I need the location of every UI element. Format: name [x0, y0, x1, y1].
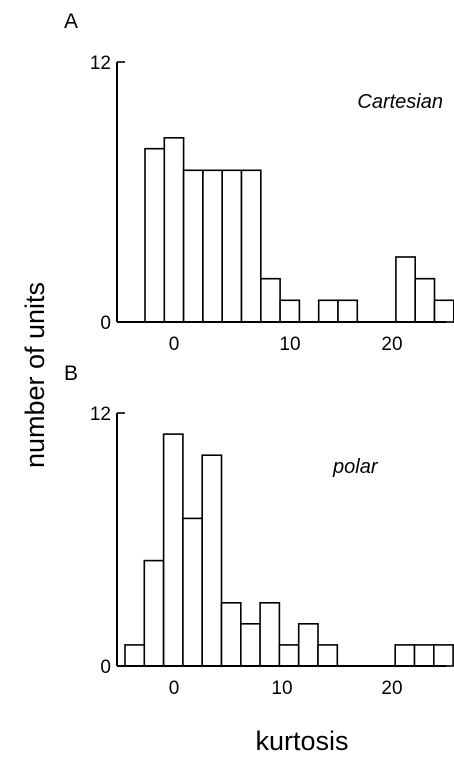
panel-a-tick-labels: 0 12 0 10 20 — [90, 53, 403, 355]
panel-a-letter: A — [64, 10, 78, 33]
bar — [259, 277, 281, 323]
bar — [202, 169, 223, 323]
bar — [221, 169, 243, 323]
panel-b-annotation: polar — [332, 456, 379, 478]
bar — [337, 299, 359, 323]
y-tick-label: 0 — [100, 313, 111, 334]
x-axis-title: kurtosis — [255, 726, 348, 756]
bar — [182, 517, 203, 667]
bar — [278, 644, 300, 667]
bar — [414, 277, 436, 323]
x-tick-label: 0 — [169, 334, 180, 355]
bar — [240, 622, 261, 667]
bar — [432, 644, 454, 667]
bar — [144, 147, 166, 323]
x-tick-label: 10 — [271, 678, 292, 699]
bar — [317, 644, 339, 667]
y-axis-title: number of units — [20, 282, 50, 468]
panel-b-letter: B — [64, 362, 78, 385]
panel-b-axes — [116, 412, 446, 667]
x-tick-label: 0 — [169, 678, 180, 699]
panel-a: A Cartesian 0 12 0 10 20 — [64, 10, 454, 355]
panel-b-bars — [124, 433, 454, 667]
y-tick-label: 0 — [100, 657, 111, 678]
x-tick-label: 20 — [381, 678, 402, 699]
x-tick-label: 20 — [381, 334, 402, 355]
panel-a-bars — [144, 137, 454, 323]
bar — [240, 169, 262, 323]
bar — [259, 601, 281, 667]
bar — [317, 299, 339, 323]
bar — [433, 299, 454, 323]
bar — [201, 454, 223, 667]
bar — [395, 256, 416, 323]
bar — [163, 137, 185, 323]
bar — [279, 299, 301, 323]
panel-b-tick-labels: 0 12 0 10 20 — [90, 404, 403, 699]
y-tick-label: 12 — [90, 404, 111, 425]
bar — [182, 169, 204, 323]
panel-b: B polar 0 12 0 10 20 — [64, 362, 454, 699]
bar — [143, 559, 165, 667]
bar — [162, 433, 184, 667]
panel-a-axes — [116, 61, 446, 323]
y-tick-label: 12 — [90, 53, 111, 74]
bar — [220, 601, 242, 667]
x-tick-label: 10 — [279, 334, 300, 355]
bar — [124, 644, 146, 667]
bar — [297, 622, 319, 667]
bar — [413, 644, 435, 667]
bar — [394, 644, 416, 667]
panel-a-annotation: Cartesian — [357, 91, 443, 113]
